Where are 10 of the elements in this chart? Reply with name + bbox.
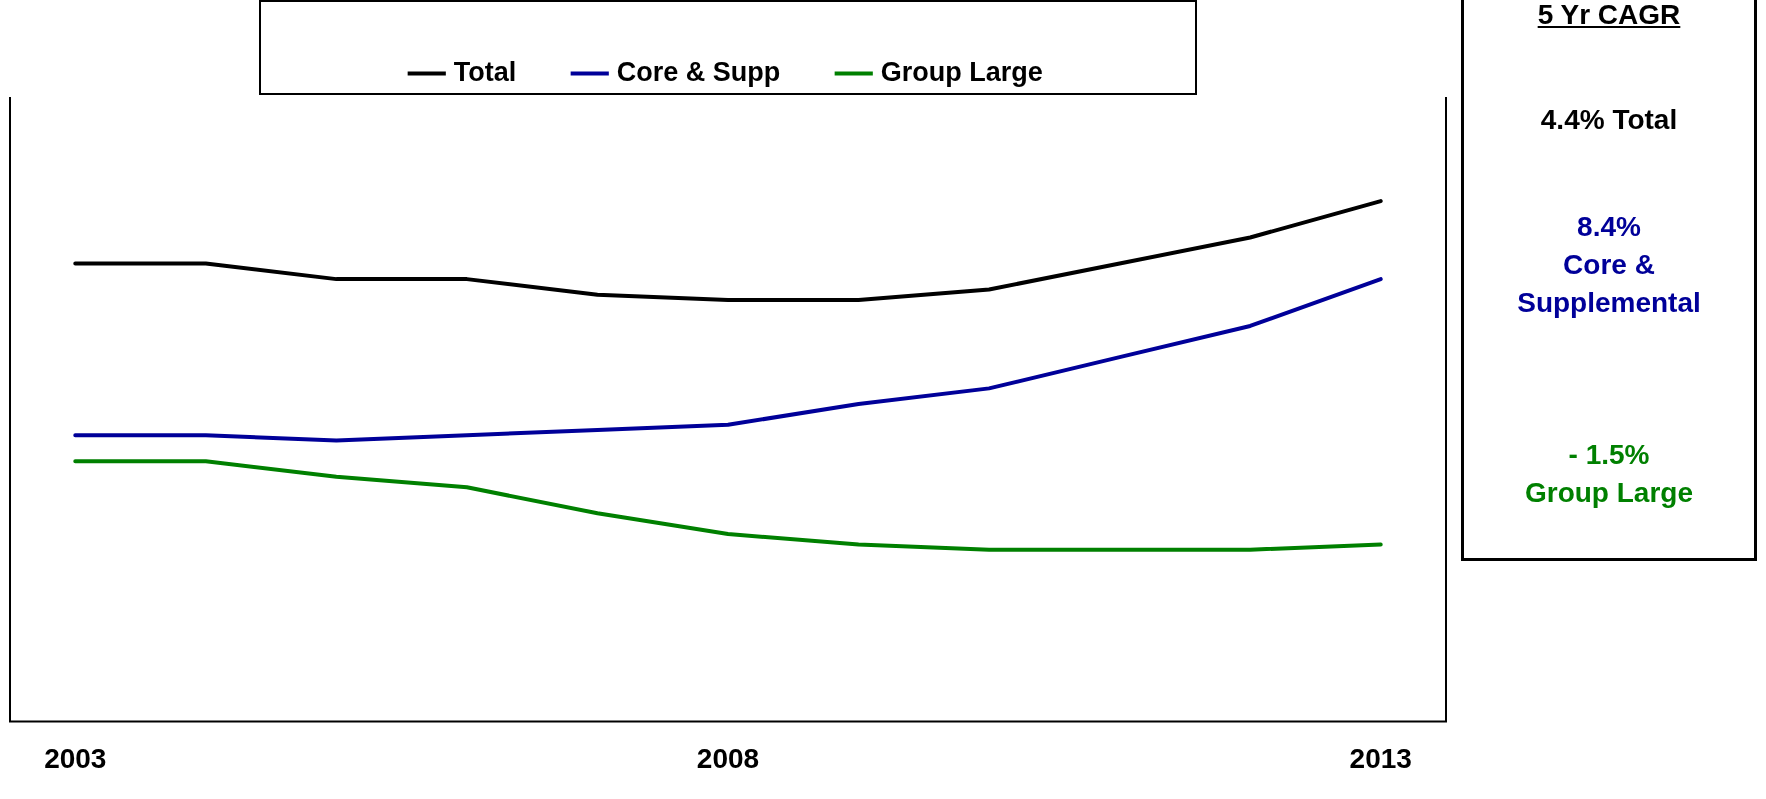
text: 4.4% Total [1539, 103, 1679, 137]
text: 5 Yr CAGR [1536, 0, 1682, 32]
x-tick-label: 2008 [696, 742, 760, 774]
text: 8.4% Core & Supplemental [1516, 210, 1702, 320]
text: - 1.5% Group Large [1524, 438, 1694, 510]
legend-label: Group Large [880, 56, 1043, 87]
x-tick-label: 2013 [1349, 742, 1412, 774]
legend-label: Total [453, 56, 517, 87]
x-tick-label: 2003 [44, 742, 107, 774]
legend-label: Core & Supp [616, 56, 781, 87]
